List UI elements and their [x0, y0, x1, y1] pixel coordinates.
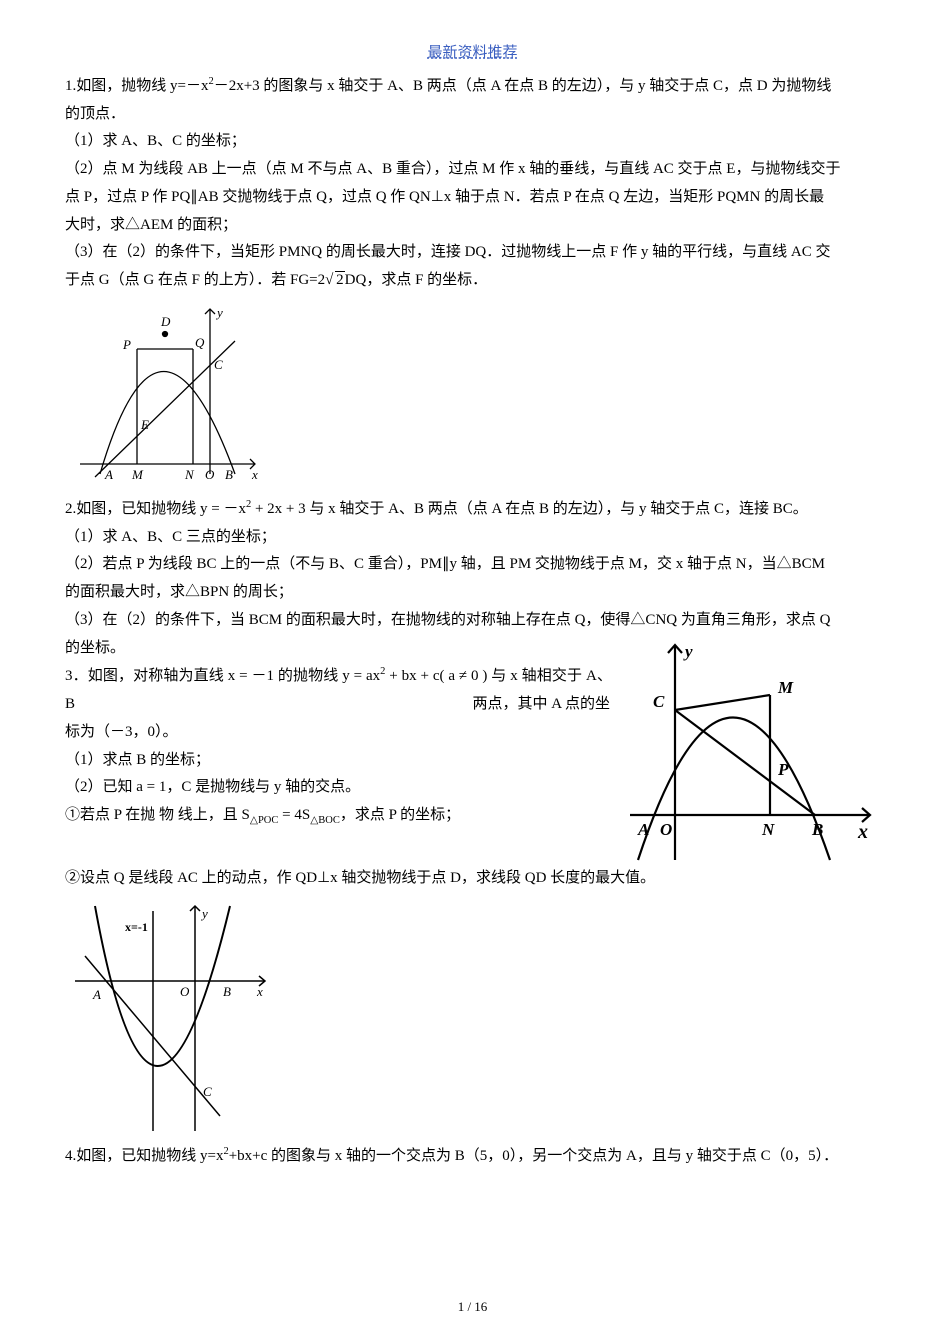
p2-q2a: （2）若点 P 为线段 BC 上的一点（不与 B、C 重合），PM∥y 轴，且 …: [65, 551, 880, 579]
lbl-y: y: [215, 305, 223, 320]
lbl-O: O: [660, 820, 672, 839]
lbl-C: C: [653, 692, 665, 711]
p1-line1: 1.如图，抛物线 y=－x2－2x+3 的图象与 x 轴交于 A、B 两点（点 …: [65, 72, 880, 101]
p1-q3b: 于点 G（点 G 在点 F 的上方）．若 FG=22DQ，求点 F 的坐标．: [65, 267, 880, 295]
lbl-y: y: [683, 642, 693, 661]
text: 2.如图，已知抛物线 y = －x: [65, 501, 246, 517]
figure-1-svg: D P Q C E A M N O B x y: [65, 299, 265, 489]
lbl-x: x: [857, 821, 868, 843]
lbl-C: C: [214, 357, 223, 372]
p3-sub2: ②设点 Q 是线段 AC 上的动点，作 QD⊥x 轴交抛物线于点 D，求线段 Q…: [65, 865, 880, 893]
lbl-E: E: [140, 417, 149, 432]
sub: △POC: [250, 815, 279, 826]
text: + 2x + 3 与 x 轴交于 A、B 两点（点 A 在点 B 的左边），与 …: [251, 501, 808, 517]
text: －2x+3 的图象与 x 轴交于 A、B 两点（点 A 在点 B 的左边），与 …: [214, 78, 832, 94]
sub: △BOC: [310, 815, 340, 826]
p2-line1: 2.如图，已知抛物线 y = －x2 + 2x + 3 与 x 轴交于 A、B …: [65, 495, 880, 524]
lbl-xeq: x=-1: [125, 920, 148, 934]
lbl-A: A: [92, 987, 101, 1002]
figure-2-svg: y M C P A O N B x: [620, 635, 880, 865]
p2-q2b: 的面积最大时，求△BPN 的周长；: [65, 579, 880, 607]
lbl-x: x: [251, 467, 258, 482]
lbl-P: P: [122, 337, 131, 352]
figure-3-svg: y x=-1 A O B x C: [65, 896, 275, 1136]
lbl-B: B: [225, 467, 233, 482]
p2-q1: （1）求 A、B、C 三点的坐标；: [65, 524, 880, 552]
document-page: 最新资料推荐 1.如图，抛物线 y=－x2－2x+3 的图象与 x 轴交于 A、…: [0, 0, 945, 1337]
text: 4.如图，已知抛物线 y=x: [65, 1148, 223, 1164]
lbl-D: D: [160, 314, 171, 329]
figure-2: y M C P A O N B x: [620, 635, 880, 865]
text: 1.如图，抛物线 y=－x: [65, 78, 208, 94]
p1-q2b: 点 P，过点 P 作 PQ∥AB 交抛物线于点 Q，过点 Q 作 QN⊥x 轴于…: [65, 184, 880, 212]
p1-q2c: 大时，求△AEM 的面积；: [65, 212, 880, 240]
p1-line2: 的顶点．: [65, 101, 880, 129]
lbl-P: P: [777, 760, 789, 779]
text: 于点 G（点 G 在点 F 的上方）．若 FG=2: [65, 272, 325, 288]
lbl-B: B: [223, 984, 231, 999]
header-link: 最新资料推荐: [65, 40, 880, 68]
lbl-y: y: [200, 906, 208, 921]
figure-3: y x=-1 A O B x C: [65, 896, 880, 1136]
lbl-O: O: [180, 984, 190, 999]
figure-1: D P Q C E A M N O B x y: [65, 299, 880, 489]
text: DQ，求点 F 的坐标．: [345, 272, 488, 288]
page-number: 1 / 16: [0, 1295, 945, 1319]
text: +bx+c 的图象与 x 轴的一个交点为 B（5，0），另一个交点为 A，且与 …: [229, 1148, 838, 1164]
lbl-M: M: [131, 467, 144, 482]
lbl-A: A: [637, 820, 649, 839]
text: = 4S: [278, 807, 310, 823]
p2-q3a: （3）在（2）的条件下，当 BCM 的面积最大时，在抛物线的对称轴上存在点 Q，…: [65, 607, 880, 635]
lbl-C: C: [203, 1084, 212, 1099]
lbl-A: A: [104, 467, 113, 482]
lbl-x: x: [256, 984, 263, 999]
lbl-Q: Q: [195, 335, 205, 350]
p1-q2: （2）点 M 为线段 AB 上一点（点 M 不与点 A、B 重合），过点 M 作…: [65, 156, 880, 184]
text: ①若点 P 在抛 物 线上，且 S: [65, 807, 250, 823]
lbl-N: N: [761, 820, 775, 839]
p1-q1: （1）求 A、B、C 的坐标；: [65, 128, 880, 156]
lbl-O: O: [205, 467, 215, 482]
text: 3．如图，对称轴为直线 x = －1 的抛物线 y = ax: [65, 668, 380, 684]
lbl-M: M: [777, 678, 794, 697]
lbl-B: B: [811, 820, 823, 839]
text: 两点，其中 A 点的坐: [472, 691, 610, 719]
sqrt-2: 2: [325, 267, 345, 295]
text: ，求点 P 的坐标；: [340, 807, 460, 823]
p4-line1: 4.如图，已知抛物线 y=x2+bx+c 的图象与 x 轴的一个交点为 B（5，…: [65, 1142, 880, 1171]
lbl-N: N: [184, 467, 195, 482]
p1-q3a: （3）在（2）的条件下，当矩形 PMNQ 的周长最大时，连接 DQ．过抛物线上一…: [65, 239, 880, 267]
